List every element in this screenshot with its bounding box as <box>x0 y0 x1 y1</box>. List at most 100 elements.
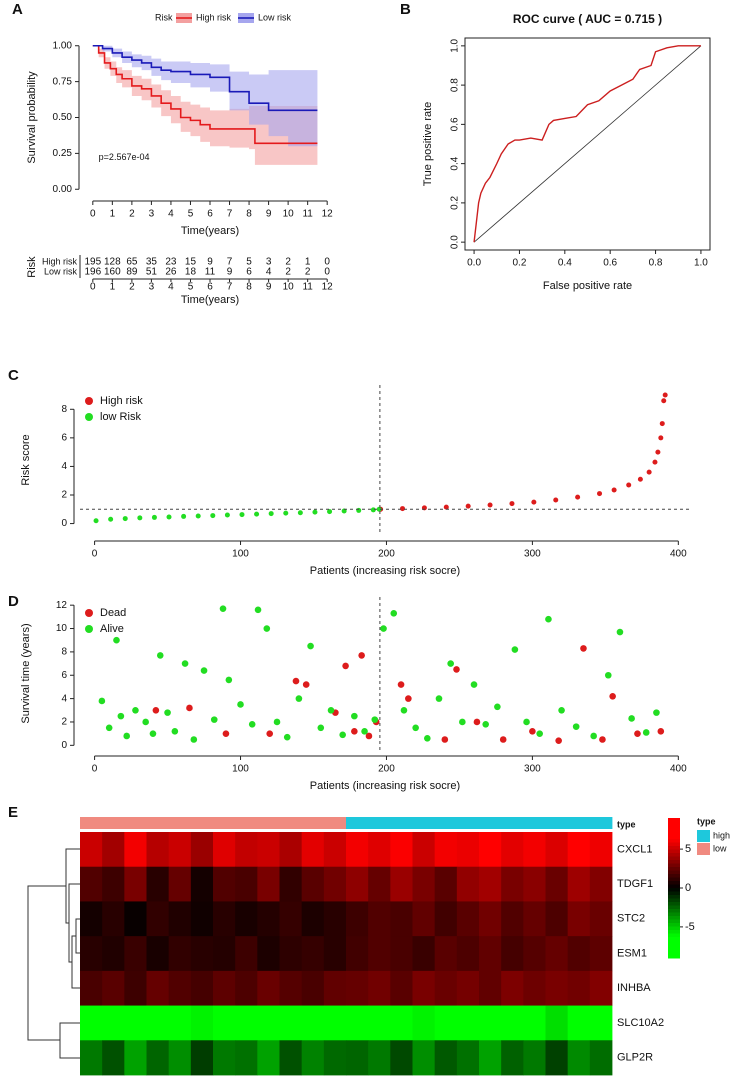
chart-title: ROC curve ( AUC = 0.715 ) <box>513 12 662 26</box>
colorbar-step <box>668 832 680 836</box>
y-tick-label: 0.8 <box>450 78 461 92</box>
risk-count: 160 <box>104 267 121 278</box>
x-axis-label: Patients (increasing risk socre) <box>310 780 460 792</box>
heat-cell <box>567 866 591 902</box>
point <box>195 513 201 519</box>
point <box>616 628 624 636</box>
point <box>443 504 449 510</box>
point <box>580 645 587 652</box>
heat-cell <box>301 1040 325 1076</box>
annotation-cell <box>390 817 413 829</box>
point <box>365 732 373 740</box>
heat-cell <box>567 1005 591 1041</box>
heat-cell <box>368 901 391 937</box>
point <box>164 709 171 716</box>
point <box>370 507 376 513</box>
colorbar-step <box>668 919 680 924</box>
colorbar-step <box>668 944 680 948</box>
heat-cell <box>168 1005 192 1041</box>
colorbar-step <box>668 839 680 843</box>
risk-count: 65 <box>126 257 138 268</box>
point <box>628 715 635 722</box>
survival-curve <box>92 44 318 145</box>
point <box>536 730 543 737</box>
colorbar-step <box>668 835 680 840</box>
heat-cell <box>567 1040 591 1076</box>
panel-label: A <box>12 1 23 18</box>
heat-cell <box>412 1005 436 1041</box>
heat-cell <box>301 936 325 972</box>
heat-cell <box>323 970 347 1006</box>
heat-cell <box>368 1040 391 1076</box>
point <box>531 499 537 505</box>
heat-cell <box>456 1040 480 1076</box>
point <box>93 518 99 524</box>
colorbar-step <box>668 933 680 938</box>
heat-cell <box>456 832 480 868</box>
colorbar-step <box>668 902 680 906</box>
heat-cell <box>323 936 347 972</box>
point <box>499 736 507 743</box>
point <box>351 712 358 720</box>
point <box>646 469 652 475</box>
colorbar-step <box>668 818 680 822</box>
heat-cell <box>102 936 125 972</box>
heat-cell <box>589 832 613 868</box>
heat-cell <box>479 1005 502 1041</box>
legend-title: Risk <box>155 12 173 22</box>
heat-cell <box>102 1040 125 1076</box>
heat-cell <box>368 936 391 972</box>
y-tick-label: 6 <box>61 432 67 443</box>
x-tick-label: 0.6 <box>603 258 617 269</box>
y-tick-label: 2 <box>61 717 67 728</box>
point <box>151 514 157 520</box>
annotation-cell <box>567 817 591 829</box>
legend-marker <box>85 609 93 617</box>
heat-cell <box>257 1040 280 1076</box>
annotation-cell <box>434 817 458 829</box>
point <box>108 516 114 522</box>
point <box>327 706 335 714</box>
point <box>575 494 581 500</box>
heat-cell <box>235 901 258 937</box>
heat-cell <box>279 832 303 868</box>
colorbar-step <box>668 853 680 857</box>
heat-cell <box>589 1040 613 1076</box>
heat-cell <box>257 866 280 902</box>
colorbar-step <box>668 849 680 854</box>
point <box>292 677 300 685</box>
colorbar-step <box>668 926 680 931</box>
heat-cell <box>80 1040 103 1076</box>
heat-cell <box>456 970 480 1006</box>
heat-cell <box>146 832 170 868</box>
point <box>529 728 536 735</box>
heat-cell <box>279 901 303 937</box>
heat-cell <box>434 970 458 1006</box>
heat-cell <box>301 1005 325 1041</box>
heat-cell <box>323 832 347 868</box>
heat-cell <box>346 936 369 972</box>
heat-cell <box>190 1040 214 1076</box>
point <box>263 625 271 632</box>
roc-curve <box>473 45 701 243</box>
heat-cell <box>390 866 413 902</box>
x-tick-label: 12 <box>322 209 334 220</box>
risk-count: 2 <box>305 267 311 278</box>
y-tick-label: 0.50 <box>53 112 73 123</box>
point <box>473 718 481 726</box>
heat-cell <box>346 1005 369 1041</box>
y-axis-label: Survival time (years) <box>20 623 32 723</box>
colorbar-step <box>668 860 680 864</box>
panel-label: B <box>400 1 411 18</box>
annotation-cell <box>168 817 192 829</box>
heat-cell <box>213 1040 236 1076</box>
point <box>181 660 189 667</box>
heat-cell <box>545 970 569 1006</box>
colorbar-step <box>668 888 680 892</box>
risk-x-tick-label: 0 <box>90 282 96 293</box>
heat-cell <box>102 970 125 1006</box>
colorbar-step <box>668 923 680 927</box>
heat-cell <box>301 901 325 937</box>
heat-cell <box>168 901 192 937</box>
x-tick-label: 6 <box>207 209 213 220</box>
